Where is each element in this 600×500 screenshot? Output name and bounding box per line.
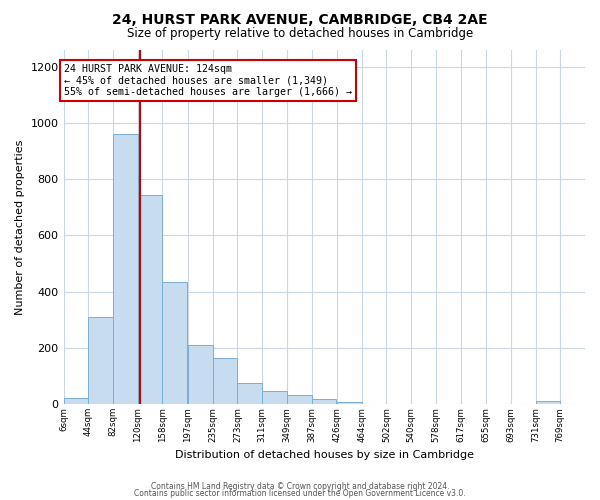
- Bar: [64, 398, 88, 404]
- Text: 24, HURST PARK AVENUE, CAMBRIDGE, CB4 2AE: 24, HURST PARK AVENUE, CAMBRIDGE, CB4 2A…: [112, 12, 488, 26]
- Bar: [88, 317, 113, 404]
- Bar: [311, 399, 337, 404]
- Bar: [287, 394, 311, 404]
- Bar: [262, 390, 287, 404]
- Bar: [212, 358, 238, 404]
- X-axis label: Distribution of detached houses by size in Cambridge: Distribution of detached houses by size …: [175, 450, 474, 460]
- Text: Contains HM Land Registry data © Crown copyright and database right 2024.: Contains HM Land Registry data © Crown c…: [151, 482, 449, 491]
- Bar: [163, 282, 187, 404]
- Y-axis label: Number of detached properties: Number of detached properties: [15, 140, 25, 314]
- Bar: [113, 134, 138, 404]
- Text: Size of property relative to detached houses in Cambridge: Size of property relative to detached ho…: [127, 28, 473, 40]
- Bar: [138, 194, 163, 404]
- Text: Contains public sector information licensed under the Open Government Licence v3: Contains public sector information licen…: [134, 489, 466, 498]
- Bar: [238, 383, 262, 404]
- Bar: [536, 401, 560, 404]
- Bar: [337, 402, 362, 404]
- Text: 24 HURST PARK AVENUE: 124sqm
← 45% of detached houses are smaller (1,349)
55% of: 24 HURST PARK AVENUE: 124sqm ← 45% of de…: [64, 64, 352, 97]
- Bar: [188, 345, 212, 404]
